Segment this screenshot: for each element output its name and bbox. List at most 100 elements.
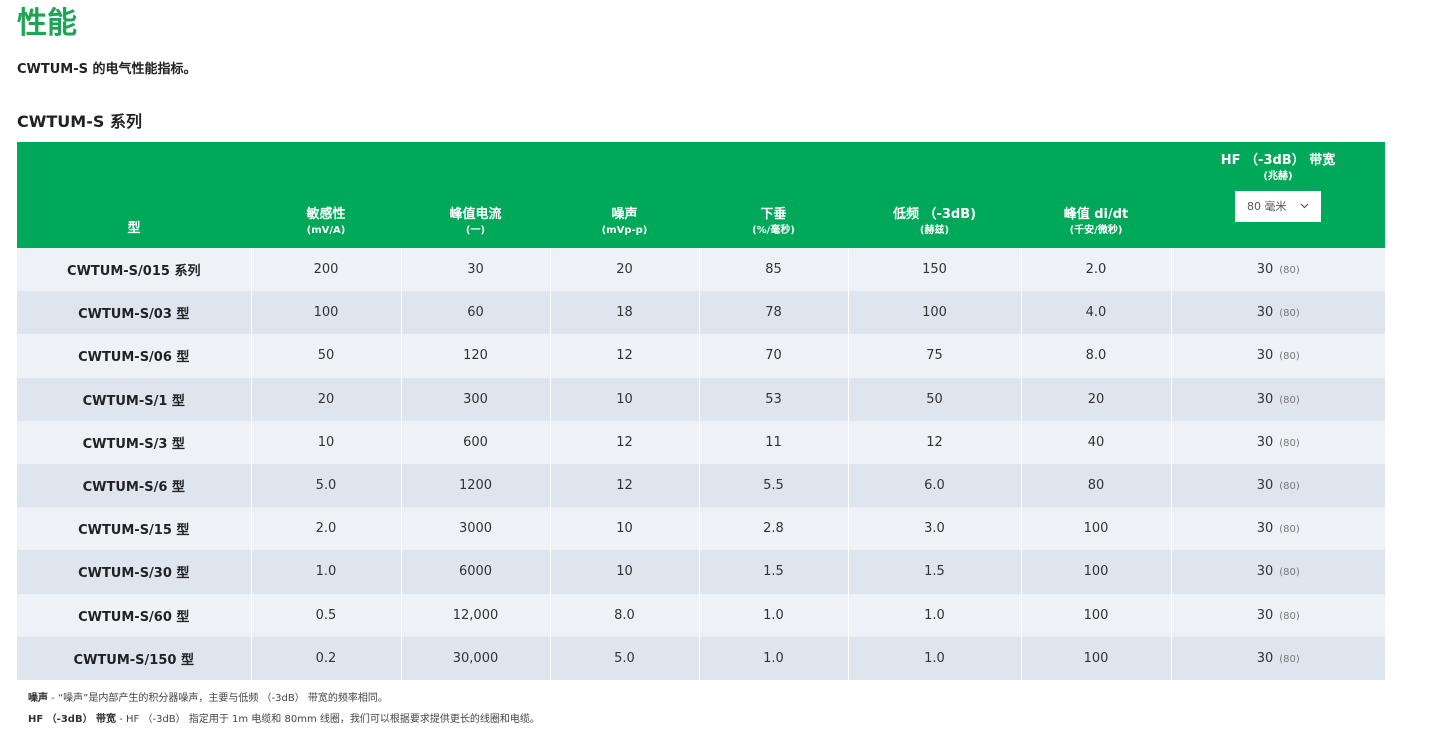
table-row: CWTUM-S/1 型 20 300 10 53 50 20 30 (80) — [17, 377, 1385, 421]
header-didt: 峰值 di/dt (千安/微秒) — [1021, 142, 1171, 248]
cell-didt: 100 — [1021, 636, 1172, 680]
cell-lf: 3.0 — [848, 507, 1022, 551]
cell-hf-value: 30 — [1256, 305, 1274, 321]
cell-peak-current: 6000 — [401, 550, 551, 594]
cell-hf: 30 (80) — [1171, 377, 1385, 421]
cell-hf-value: 30 — [1256, 607, 1274, 623]
table-row: CWTUM-S/15 型 2.0 3000 10 2.8 3.0 100 30 (80) — [17, 507, 1385, 551]
page-subtitle: CWTUM-S 的电气性能指标。 — [17, 62, 197, 77]
cell-droop: 1.0 — [699, 593, 849, 637]
cell-noise: 12 — [550, 420, 700, 464]
cell-hf: 30 (80) — [1171, 248, 1385, 292]
cell-noise: 12 — [550, 463, 700, 508]
cell-hf-value: 30 — [1256, 478, 1274, 494]
cell-hf: 30 (80) — [1171, 636, 1385, 680]
cell-droop: 53 — [699, 377, 849, 421]
table-row: CWTUM-S/150 型 0.2 30,000 5.0 1.0 1.0 100 30 (80) — [17, 636, 1385, 680]
cell-model: CWTUM-S/30 型 — [17, 550, 252, 594]
cell-lf: 1.0 — [848, 593, 1022, 637]
cell-lf: 12 — [848, 420, 1022, 464]
cell-noise: 8.0 — [550, 593, 700, 637]
cell-droop: 70 — [699, 334, 849, 378]
cell-hf: 30 (80) — [1171, 507, 1385, 551]
cell-didt: 80 — [1021, 463, 1172, 508]
cell-peak-current: 300 — [401, 377, 551, 421]
cell-model: CWTUM-S/3 型 — [17, 420, 252, 464]
cell-droop: 1.5 — [699, 550, 849, 594]
cell-peak-current: 3000 — [401, 507, 551, 551]
cell-lf: 100 — [848, 291, 1022, 335]
cell-hf-alt: (80) — [1279, 481, 1300, 493]
cell-noise: 20 — [550, 248, 700, 292]
cell-peak-current: 60 — [401, 291, 551, 335]
cell-droop: 78 — [699, 291, 849, 335]
cell-didt: 4.0 — [1021, 291, 1172, 335]
cell-sensitivity: 0.2 — [251, 636, 402, 680]
cell-didt: 100 — [1021, 550, 1172, 594]
cell-sensitivity: 10 — [251, 420, 402, 464]
cell-peak-current: 1200 — [401, 463, 551, 508]
cell-noise: 10 — [550, 507, 700, 551]
cell-droop: 1.0 — [699, 636, 849, 680]
table-row: CWTUM-S/3 型 10 600 12 11 12 40 30 (80) — [17, 420, 1385, 464]
cell-model: CWTUM-S/150 型 — [17, 636, 252, 680]
header-sensitivity: 敏感性 (mV/A) — [251, 142, 401, 248]
cell-hf: 30 (80) — [1171, 463, 1385, 508]
cell-hf-value: 30 — [1256, 348, 1274, 364]
cell-hf-alt: (80) — [1279, 265, 1300, 277]
cell-noise: 10 — [550, 377, 700, 421]
performance-table: 型 敏感性 (mV/A) 峰值电流 (一) 噪声 (mVp-p) 下垂 (%/毫秒) 低… — [17, 142, 1385, 680]
cell-sensitivity: 20 — [251, 377, 402, 421]
cell-hf: 30 (80) — [1171, 550, 1385, 594]
table-row: CWTUM-S/06 型 50 120 12 70 75 8.0 30 (80) — [17, 334, 1385, 378]
footnote-hf: HF （-3dB） 带宽 - HF （-3dB） 指定用于 1m 电缆和 80m… — [28, 714, 540, 725]
cell-model: CWTUM-S/60 型 — [17, 593, 252, 637]
cell-hf: 30 (80) — [1171, 291, 1385, 335]
cell-sensitivity: 1.0 — [251, 550, 402, 594]
table-header: 型 敏感性 (mV/A) 峰值电流 (一) 噪声 (mVp-p) 下垂 (%/毫秒) 低… — [17, 142, 1385, 248]
cell-sensitivity: 5.0 — [251, 463, 402, 508]
cell-model: CWTUM-S/1 型 — [17, 377, 252, 421]
table-row: CWTUM-S/015 系列 200 30 20 85 150 2.0 30 (80) — [17, 248, 1385, 292]
cell-hf-value: 30 — [1256, 564, 1274, 580]
table-row: CWTUM-S/6 型 5.0 1200 12 5.5 6.0 80 30 (80) — [17, 463, 1385, 508]
cell-peak-current: 30,000 — [401, 636, 551, 680]
cell-droop: 11 — [699, 420, 849, 464]
page-title: 性能 — [17, 6, 77, 41]
cell-hf-alt: (80) — [1279, 524, 1300, 536]
cell-sensitivity: 100 — [251, 291, 402, 335]
cell-model: CWTUM-S/6 型 — [17, 463, 252, 508]
cell-hf-alt: (80) — [1279, 610, 1300, 622]
cell-hf-alt: (80) — [1279, 308, 1300, 320]
cell-hf-value: 30 — [1256, 434, 1274, 450]
cell-hf-alt: (80) — [1279, 351, 1300, 363]
cell-sensitivity: 0.5 — [251, 593, 402, 637]
cell-lf: 1.5 — [848, 550, 1022, 594]
hf-length-select[interactable]: 80 毫米 — [1235, 191, 1321, 222]
table-body: CWTUM-S/015 系列 200 30 20 85 150 2.0 30 (80) CWTUM… — [17, 248, 1385, 680]
cell-didt: 20 — [1021, 377, 1172, 421]
cell-sensitivity: 50 — [251, 334, 402, 378]
hf-select-value: 80 毫米 — [1247, 200, 1287, 213]
cell-model: CWTUM-S/03 型 — [17, 291, 252, 335]
header-model: 型 — [17, 142, 251, 248]
footnote-noise: 噪声 - “噪声”是内部产生的积分器噪声，主要与低频 （-3dB） 带宽的频率相… — [28, 693, 388, 704]
cell-hf-alt: (80) — [1279, 653, 1300, 665]
cell-lf: 6.0 — [848, 463, 1022, 508]
cell-hf-value: 30 — [1256, 391, 1274, 407]
cell-didt: 100 — [1021, 593, 1172, 637]
cell-peak-current: 30 — [401, 248, 551, 292]
chevron-down-icon — [1300, 191, 1309, 222]
footnotes: 噪声 - “噪声”是内部产生的积分器噪声，主要与低频 （-3dB） 带宽的频率相… — [28, 688, 540, 730]
table-row: CWTUM-S/60 型 0.5 12,000 8.0 1.0 1.0 100 30 (80) — [17, 593, 1385, 637]
table-row: CWTUM-S/03 型 100 60 18 78 100 4.0 30 (80) — [17, 291, 1385, 335]
header-hf-bandwidth: HF （-3dB） 带宽 (兆赫) 80 毫米 — [1171, 142, 1385, 248]
cell-model: CWTUM-S/06 型 — [17, 334, 252, 378]
cell-droop: 5.5 — [699, 463, 849, 508]
cell-droop: 2.8 — [699, 507, 849, 551]
cell-didt: 40 — [1021, 420, 1172, 464]
cell-hf-value: 30 — [1256, 262, 1274, 278]
cell-hf-value: 30 — [1256, 650, 1274, 666]
cell-lf: 75 — [848, 334, 1022, 378]
cell-hf: 30 (80) — [1171, 334, 1385, 378]
